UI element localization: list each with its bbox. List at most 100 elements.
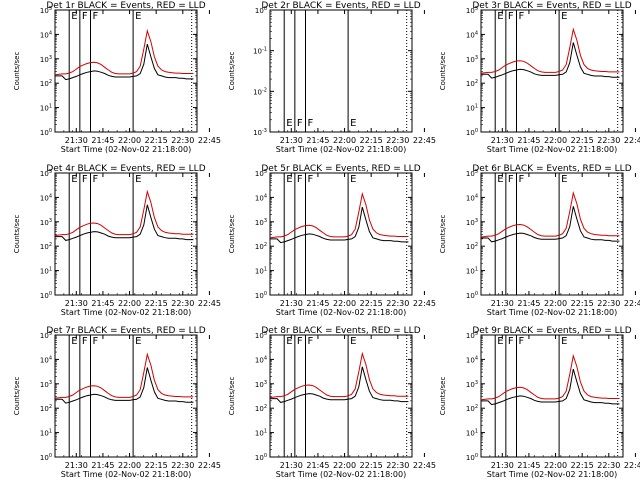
panel-title: Det 3r BLACK = Events, RED = LLD (472, 1, 631, 11)
x-tick-label: 22:30 (386, 461, 409, 470)
y-tick-label: 103 (255, 218, 267, 227)
panel-6: Det 6r BLACK = Events, RED = LLD 100 101 10… (439, 164, 640, 317)
marker-label: F (508, 336, 514, 347)
x-tick-label: 21:30 (65, 136, 88, 145)
series-lld-line (480, 27, 620, 74)
y-tick-label: 100 (40, 291, 52, 300)
x-tick-label: 22:45 (624, 461, 640, 470)
marker-label: E (561, 174, 567, 185)
x-tick-label: 21:30 (65, 299, 88, 308)
x-tick-label: 22:00 (544, 461, 567, 470)
marker-label: E (497, 174, 503, 185)
y-axis-label: Counts/sec (439, 215, 447, 254)
x-tick-label: 22:30 (597, 136, 620, 145)
y-tick-label: 105 (466, 169, 478, 178)
y-tick-label: 100 (466, 291, 478, 300)
plot-frame (480, 172, 624, 296)
y-tick-label: 100 (40, 453, 52, 462)
panel-2: Det 2r BLACK = Events, RED = LLD 10-3 10-2… (228, 1, 436, 154)
marker-label: F (93, 11, 99, 22)
x-tick-label: 22:45 (413, 299, 436, 308)
x-tick-label: 22:00 (333, 299, 356, 308)
y-tick-label: 103 (255, 380, 267, 389)
y-tick-label: 105 (40, 6, 52, 15)
marker-label: F (508, 11, 514, 22)
y-axis-label: Counts/sec (228, 377, 236, 416)
series-lld-line (54, 352, 194, 399)
x-tick-label: 22:15 (360, 299, 383, 308)
x-tick-label: 22:30 (597, 299, 620, 308)
y-tick-label: 104 (255, 193, 267, 202)
x-axis-label: Start Time (02-Nov-02 21:18:00) (61, 145, 191, 154)
series-lld-line (54, 189, 194, 237)
x-axis-label: Start Time (02-Nov-02 21:18:00) (487, 145, 617, 154)
series-events-line (270, 366, 409, 403)
y-axis-label: Counts/sec (13, 215, 21, 254)
x-tick-label: 22:45 (198, 136, 221, 145)
marker-label: F (308, 336, 314, 347)
y-tick-label: 10-3 (253, 128, 267, 137)
y-tick-label: 101 (255, 429, 267, 438)
x-tick-label: 21:45 (306, 461, 329, 470)
plot-frame (269, 172, 413, 296)
x-tick-label: 21:30 (491, 299, 514, 308)
x-tick-label: 21:45 (91, 461, 114, 470)
x-tick-label: 22:45 (198, 299, 221, 308)
marker-label: E (497, 11, 503, 22)
x-tick-label: 22:00 (118, 136, 141, 145)
y-tick-label: 104 (255, 355, 267, 364)
marker-label: E (286, 118, 292, 129)
marker-label: E (71, 11, 77, 22)
panel-title: Det 8r BLACK = Events, RED = LLD (261, 326, 420, 336)
x-axis-label: Start Time (02-Nov-02 21:18:00) (487, 470, 617, 479)
x-tick-label: 22:45 (413, 461, 436, 470)
x-tick-label: 22:15 (571, 299, 594, 308)
y-axis-label: Counts/sec (13, 52, 21, 91)
series-lld-line (54, 28, 194, 76)
marker-label: F (93, 174, 99, 185)
marker-label: F (297, 174, 303, 185)
x-tick-label: 22:00 (333, 461, 356, 470)
y-tick-label: 102 (40, 242, 52, 251)
marker-label: F (308, 118, 314, 129)
marker-label: E (71, 336, 77, 347)
panel-4: Det 4r BLACK = Events, RED = LLD 100 101 10… (13, 164, 221, 317)
plot-frame (480, 334, 624, 458)
y-tick-label: 100 (466, 128, 478, 137)
y-tick-label: 103 (40, 55, 52, 64)
marker-label: E (561, 336, 567, 347)
y-tick-label: 100 (466, 453, 478, 462)
panel-title: Det 9r BLACK = Events, RED = LLD (472, 326, 631, 336)
x-axis-label: Start Time (02-Nov-02 21:18:00) (276, 308, 406, 317)
x-tick-label: 21:45 (517, 461, 540, 470)
x-tick-label: 22:15 (145, 136, 168, 145)
y-tick-label: 102 (466, 79, 478, 88)
x-tick-label: 22:15 (145, 461, 168, 470)
x-tick-label: 21:45 (306, 299, 329, 308)
series-lld-line (269, 191, 409, 239)
x-axis-label: Start Time (02-Nov-02 21:18:00) (61, 470, 191, 479)
x-tick-label: 22:15 (571, 136, 594, 145)
y-axis-label: Counts/sec (439, 377, 447, 416)
y-axis-label: Counts/sec (228, 215, 236, 254)
y-tick-label: 100 (40, 128, 52, 137)
x-tick-label: 21:30 (280, 299, 303, 308)
x-tick-label: 22:45 (198, 461, 221, 470)
marker-label: E (135, 336, 141, 347)
y-tick-label: 105 (40, 169, 52, 178)
marker-label: F (508, 174, 514, 185)
marker-label: E (350, 336, 356, 347)
x-tick-label: 22:30 (386, 299, 409, 308)
marker-label: E (71, 174, 77, 185)
y-tick-label: 100 (255, 6, 267, 15)
y-tick-label: 104 (40, 355, 52, 364)
panel-7: Det 7r BLACK = Events, RED = LLD 100 101 10… (13, 326, 221, 479)
marker-label: F (519, 174, 525, 185)
x-tick-label: 22:30 (171, 461, 194, 470)
y-tick-label: 101 (40, 104, 52, 113)
x-tick-label: 22:15 (571, 461, 594, 470)
marker-label: E (135, 174, 141, 185)
x-tick-label: 22:00 (544, 136, 567, 145)
y-tick-label: 102 (40, 79, 52, 88)
